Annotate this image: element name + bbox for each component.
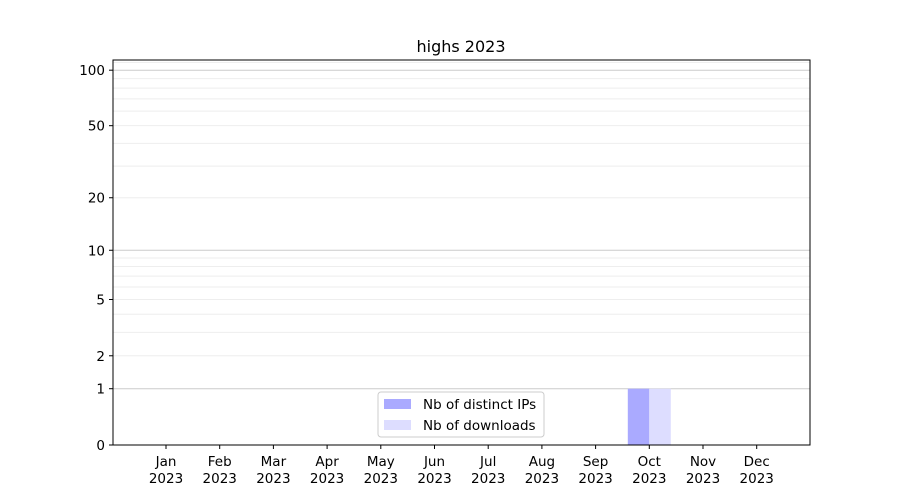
plot-frame (112, 59, 811, 446)
bar-ips (627, 388, 650, 445)
x-tick-label-year: 2023 (364, 471, 398, 487)
bars (627, 388, 671, 445)
x-tick-label-year: 2023 (578, 471, 612, 487)
y-tick-label: 100 (79, 63, 105, 79)
legend: Nb of distinct IPs Nb of downloads (377, 391, 545, 438)
x-tick-label-year: 2023 (417, 471, 451, 487)
x-tick-label-month: Apr (315, 454, 339, 470)
y-tick-label: 1 (96, 382, 105, 398)
y-tick-label: 10 (88, 243, 105, 259)
x-tick-label-month: Dec (744, 454, 770, 470)
legend-label-downloads: Nb of downloads (423, 418, 536, 434)
x-tick-label-month: Oct (638, 454, 661, 470)
x-tick-label-year: 2023 (471, 471, 505, 487)
x-tick-label-month: Jun (423, 454, 445, 470)
x-tick-label-year: 2023 (686, 471, 720, 487)
x-tick-label-month: Feb (208, 454, 232, 470)
y-tick-label: 5 (96, 292, 105, 308)
x-tick-label-month: Jan (155, 454, 177, 470)
x-tick-label-year: 2023 (310, 471, 344, 487)
y-tick-label: 50 (88, 119, 105, 135)
x-tick-label-month: Sep (583, 454, 608, 470)
legend-label-ips: Nb of distinct IPs (423, 397, 536, 413)
legend-swatch-ips (384, 399, 411, 409)
y-axis: 0 1 2 5 10 20 50 100 (79, 63, 113, 454)
x-tick-label-month: Nov (690, 454, 716, 470)
y-tick-label: 0 (96, 438, 105, 454)
x-tick-label-month: Aug (529, 454, 555, 470)
x-tick-label-month: May (367, 454, 395, 470)
x-tick-label-year: 2023 (740, 471, 774, 487)
y-tick-label: 20 (88, 191, 105, 207)
grid (113, 62, 810, 390)
x-tick-label-month: Mar (261, 454, 287, 470)
chart-title: highs 2023 (416, 37, 505, 56)
legend-box (377, 391, 545, 438)
x-tick-label-year: 2023 (149, 471, 183, 487)
x-tick-label-year: 2023 (525, 471, 559, 487)
legend-swatch-downloads (384, 420, 411, 430)
x-tick-label-year: 2023 (203, 471, 237, 487)
y-tick-label: 2 (96, 349, 105, 365)
x-axis: Jan2023Feb2023Mar2023Apr2023May2023Jun20… (149, 445, 774, 487)
bar-downloads (649, 388, 671, 445)
x-tick-label-year: 2023 (256, 471, 290, 487)
x-tick-label-month: Jul (479, 454, 496, 470)
x-tick-label-year: 2023 (632, 471, 666, 487)
